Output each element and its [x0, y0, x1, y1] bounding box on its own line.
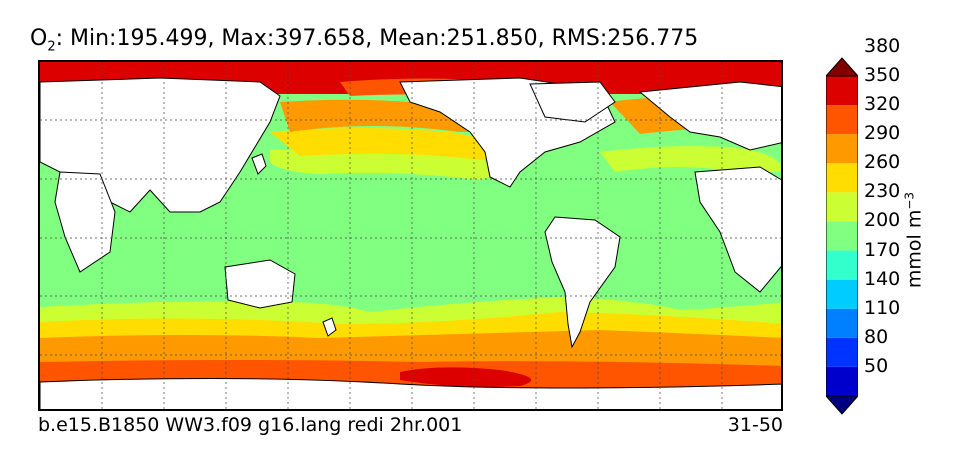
colorbar-units: mmol m−3 [902, 192, 925, 288]
colorbar-tick-label: 380 [864, 34, 901, 57]
colorbar-band-1 [826, 366, 858, 396]
colorbar-border [826, 75, 858, 397]
band-north-gold [270, 128, 510, 160]
year-range: 31-50 [727, 414, 783, 436]
colorbar-band-7 [826, 192, 858, 222]
units-text: mmol m [903, 209, 926, 289]
colorbar-tick-label: 110 [864, 296, 901, 319]
landmass-australia [224, 259, 296, 309]
colorbar-band-10 [826, 105, 858, 135]
landmass-japan [251, 153, 267, 175]
title-subscript: 2 [47, 39, 56, 55]
colorbar-tick-label: 200 [864, 209, 901, 232]
ocean-oxygen-map [38, 60, 783, 411]
title-species: O [30, 26, 48, 51]
band-south-red [400, 367, 532, 388]
colorbar-band-2 [826, 337, 858, 367]
landmass-antarctica [40, 377, 781, 409]
colorbar-tick-label: 80 [864, 325, 889, 348]
title-stats: : Min:195.499, Max:397.658, Mean:251.850… [55, 26, 699, 51]
landmass-south-america [544, 216, 621, 349]
graticule [40, 62, 781, 409]
colorbar-tick-label: 290 [864, 122, 901, 145]
colorbar-tick-label: 170 [864, 238, 901, 261]
continents [40, 77, 781, 409]
plot-title: O2: Min:195.499, Max:397.658, Mean:251.8… [30, 26, 698, 54]
colorbar-arrow-min [826, 395, 858, 415]
band-atlantic-yellow [600, 146, 781, 172]
colorbar-band-5 [826, 250, 858, 280]
colorbar-tick-label: 260 [864, 151, 901, 174]
landmass-africa [54, 171, 116, 273]
units-exponent: −3 [902, 191, 917, 210]
colorbar-band-11 [826, 76, 858, 106]
colorbar-tick-label: 230 [864, 180, 901, 203]
colorbar-arrow-max [826, 57, 858, 77]
landmass-europe [638, 81, 781, 151]
colorbar-band-6 [826, 221, 858, 251]
colorbar-tick-label: 320 [864, 93, 901, 116]
map-canvas [40, 62, 781, 409]
landmass-new-zealand [322, 317, 337, 337]
colorbar-tick-label: 50 [864, 354, 889, 377]
landmass-africa-east [694, 166, 781, 293]
case-name: b.e15.B1850 WW3.f09 g16.lang redi 2hr.00… [38, 414, 463, 436]
colorbar-band-3 [826, 308, 858, 338]
landmass-greenland [529, 81, 616, 123]
colorbar-band-8 [826, 163, 858, 193]
colorbar-tick-label: 350 [864, 64, 901, 86]
colorbar-tick-label: 140 [864, 267, 901, 290]
colorbar-band-4 [826, 279, 858, 309]
colorbar [826, 57, 858, 415]
colorbar-band-9 [826, 134, 858, 164]
